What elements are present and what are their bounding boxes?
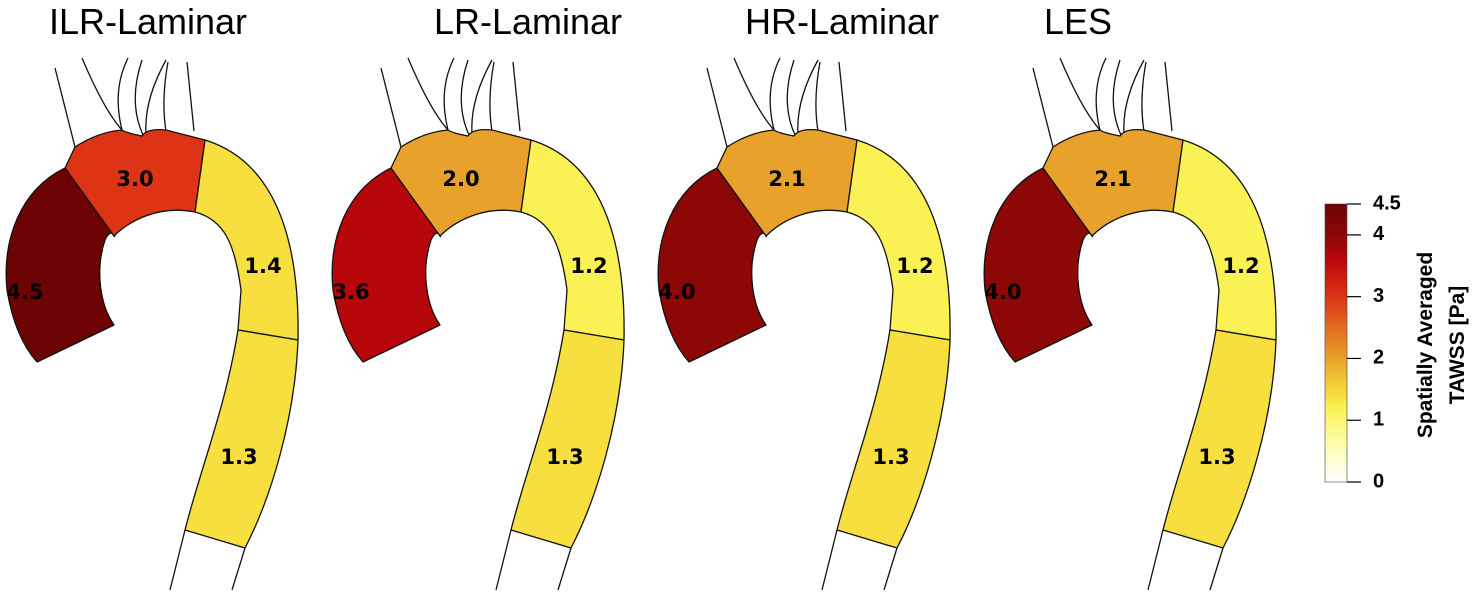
panel-les: LES 4.0 2.1 1.2 1.3 — [983, 1, 1277, 591]
segment-value-descending-lower: 1.3 — [872, 445, 909, 469]
segment-value-arch: 2.1 — [1094, 167, 1131, 191]
segment-proximal — [983, 167, 1094, 363]
segment-value-descending-upper: 1.2 — [570, 254, 607, 278]
segment-value-proximal: 4.5 — [6, 280, 43, 304]
colorbar-tick-label: 0 — [1373, 470, 1384, 492]
segment-descending-lower — [184, 329, 299, 549]
segment-value-proximal: 3.6 — [332, 280, 369, 304]
segment-arch — [716, 128, 858, 237]
segment-proximal — [331, 167, 442, 363]
segment-arch — [390, 128, 532, 237]
colorbar-tick-label: 3 — [1373, 285, 1384, 307]
panel-title: LR-Laminar — [434, 1, 622, 42]
colorbar-tick-label: 2 — [1373, 347, 1384, 369]
colorbar-tick-label: 4 — [1373, 223, 1385, 245]
segment-value-descending-upper: 1.2 — [1222, 254, 1259, 278]
colorbar-tick-label: 1 — [1373, 409, 1384, 431]
panel-hr-laminar: HR-Laminar 4.0 2.1 1.2 1.3 — [657, 1, 951, 591]
colorbar-scale — [1324, 203, 1348, 483]
segment-value-descending-lower: 1.3 — [546, 445, 583, 469]
segment-descending-lower — [510, 329, 625, 549]
segment-value-descending-upper: 1.2 — [896, 254, 933, 278]
segment-value-proximal: 4.0 — [658, 280, 695, 304]
segment-arch — [64, 128, 206, 237]
segment-descending-lower — [836, 329, 951, 549]
colorbar-ticks: 4.5 4 3 2 1 0 — [1347, 192, 1401, 492]
colorbar-title-line2: TAWSS [Pa] — [1446, 286, 1469, 405]
panels: ILR-Laminar 4.5 3.0 1.4 1.3 LR-Laminar 3.6 2.0 1… — [5, 1, 1277, 591]
segment-value-descending-upper: 1.4 — [244, 254, 281, 278]
segment-arch — [1042, 128, 1184, 237]
segment-value-arch: 2.0 — [442, 167, 479, 191]
panel-title: LES — [1044, 1, 1112, 42]
segment-descending-upper — [1172, 139, 1277, 341]
segment-value-arch: 3.0 — [116, 167, 153, 191]
segment-value-descending-lower: 1.3 — [1198, 445, 1235, 469]
segment-descending-upper — [194, 139, 299, 341]
segment-value-arch: 2.1 — [768, 167, 805, 191]
segment-value-proximal: 4.0 — [984, 280, 1021, 304]
segment-proximal — [657, 167, 768, 363]
panel-lr-laminar: LR-Laminar 3.6 2.0 1.2 1.3 — [331, 1, 625, 591]
colorbar-tick-label: 4.5 — [1373, 192, 1401, 214]
segment-descending-upper — [520, 139, 625, 341]
segment-value-descending-lower: 1.3 — [220, 445, 257, 469]
segment-descending-upper — [846, 139, 951, 341]
segment-descending-lower — [1162, 329, 1277, 549]
segment-proximal — [5, 167, 116, 363]
panel-title: HR-Laminar — [745, 1, 939, 42]
colorbar-title-line1: Spatially Averaged — [1414, 252, 1437, 438]
colorbar: 4.5 4 3 2 1 0 Spatially Averaged TAWSS [Pa] — [1324, 192, 1469, 492]
panel-title: ILR-Laminar — [49, 1, 247, 42]
panel-ilr-laminar: ILR-Laminar 4.5 3.0 1.4 1.3 — [5, 1, 299, 591]
